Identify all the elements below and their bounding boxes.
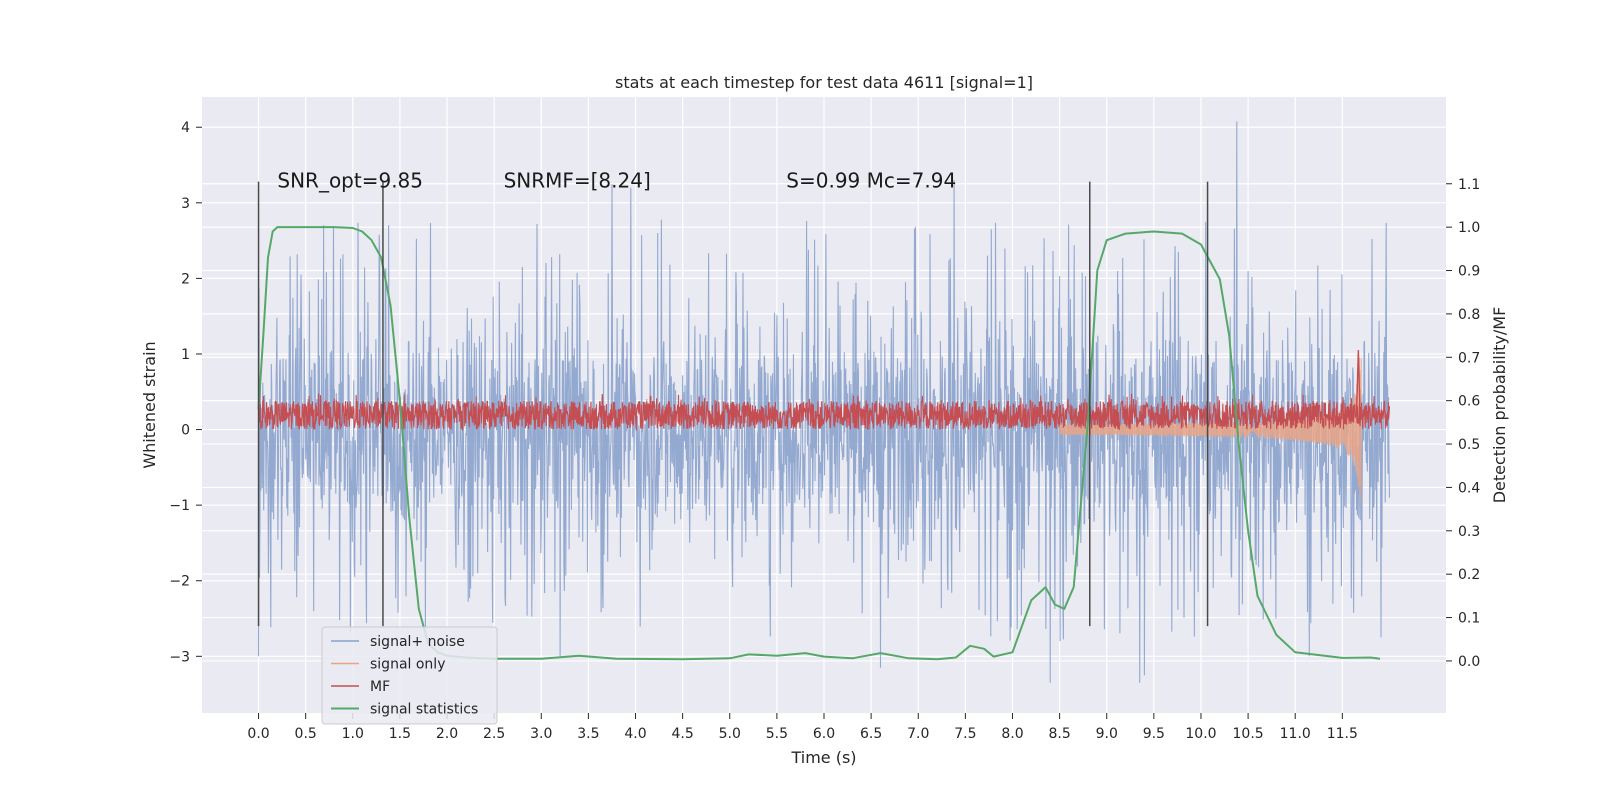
y-tick-label-right: 0.9 <box>1458 264 1480 280</box>
series-mf-spike <box>1355 350 1361 423</box>
x-tick-label: 3.5 <box>577 726 599 742</box>
y-tick-label-right: 0.5 <box>1458 437 1480 453</box>
y-tick-label-right: 0.8 <box>1458 307 1480 323</box>
y-tick-label-right: 0.3 <box>1458 524 1480 540</box>
y-tick-label-right: 0.4 <box>1458 480 1480 496</box>
annotation-text: SNRMF=[8.24] <box>504 169 651 193</box>
x-tick-label: 5.0 <box>719 726 741 742</box>
y-tick-label-left: 4 <box>181 120 190 136</box>
x-tick-label: 10.5 <box>1233 726 1264 742</box>
x-tick-label: 11.0 <box>1280 726 1311 742</box>
series-signal-statistics <box>257 226 1381 661</box>
y-tick-label-left: −2 <box>169 574 190 590</box>
y-tick-label-left: 3 <box>181 196 190 212</box>
legend-label: signal only <box>370 657 445 673</box>
y-tick-label-left: 1 <box>181 347 190 363</box>
chart-title: stats at each timestep for test data 461… <box>615 73 1033 92</box>
annotation-text: SNR_opt=9.85 <box>277 169 423 193</box>
vertical-markers <box>257 181 1209 627</box>
y-tick-label-left: 2 <box>181 271 190 287</box>
y-tick-label-left: −3 <box>169 649 190 665</box>
x-tick-label: 4.0 <box>624 726 646 742</box>
x-tick-label: 2.0 <box>436 726 458 742</box>
annotations: SNR_opt=9.85 SNRMF=[8.24] S=0.99 Mc=7.94 <box>277 169 956 193</box>
y-tick-label-right: 0.1 <box>1458 611 1480 627</box>
x-tick-label: 8.5 <box>1048 726 1070 742</box>
x-axis-label: Time (s) <box>790 748 856 767</box>
x-tick-label: 7.0 <box>907 726 929 742</box>
legend-box <box>321 626 498 725</box>
series-mf <box>257 393 1391 432</box>
x-tick-label: 2.5 <box>483 726 505 742</box>
y-tick-label-left: −1 <box>169 498 190 514</box>
y-tick-label-right: 0.0 <box>1458 654 1480 670</box>
x-tick-label: 9.5 <box>1143 726 1165 742</box>
y-tick-label-right: 0.7 <box>1458 350 1480 366</box>
legend-label: signal statistics <box>370 702 478 718</box>
y-tick-label-right: 0.6 <box>1458 394 1480 410</box>
x-tick-label: 3.0 <box>530 726 552 742</box>
ticks: 0.0 0.5 1.0 1.5 2.0 2.5 3.0 3.5 4.0 4.5 5.0 5.5 6.0 6… <box>169 120 1480 742</box>
x-tick-label: 8.0 <box>1001 726 1023 742</box>
y-tick-label-left: 0 <box>181 423 190 439</box>
y-tick-label-right: 0.2 <box>1458 567 1480 583</box>
series-layer <box>257 121 1391 683</box>
y-tick-label-right: 1.0 <box>1458 220 1480 236</box>
x-tick-label: 4.5 <box>672 726 694 742</box>
annotation-text: S=0.99 Mc=7.94 <box>786 169 956 193</box>
y-tick-label-right: 1.1 <box>1458 177 1480 193</box>
x-tick-label: 7.5 <box>954 726 976 742</box>
series-signal-only <box>1059 357 1362 502</box>
x-tick-label: 0.5 <box>295 726 317 742</box>
x-tick-label: 1.0 <box>342 726 364 742</box>
x-tick-label: 5.5 <box>766 726 788 742</box>
x-tick-label: 6.0 <box>813 726 835 742</box>
x-tick-label: 1.5 <box>389 726 411 742</box>
legend-label: signal+ noise <box>370 634 465 650</box>
x-tick-label: 10.0 <box>1185 726 1216 742</box>
x-tick-label: 9.0 <box>1096 726 1118 742</box>
legend-label: MF <box>370 679 390 695</box>
y-axis-label-right: Detection probability/MF <box>1490 307 1509 504</box>
x-tick-label: 6.5 <box>860 726 882 742</box>
y-axis-label-left: Whitened strain <box>140 341 159 468</box>
x-tick-label: 11.5 <box>1327 726 1358 742</box>
legend: signal+ noise signal only MF signal statist… <box>321 626 498 725</box>
x-tick-label: 0.0 <box>247 726 269 742</box>
